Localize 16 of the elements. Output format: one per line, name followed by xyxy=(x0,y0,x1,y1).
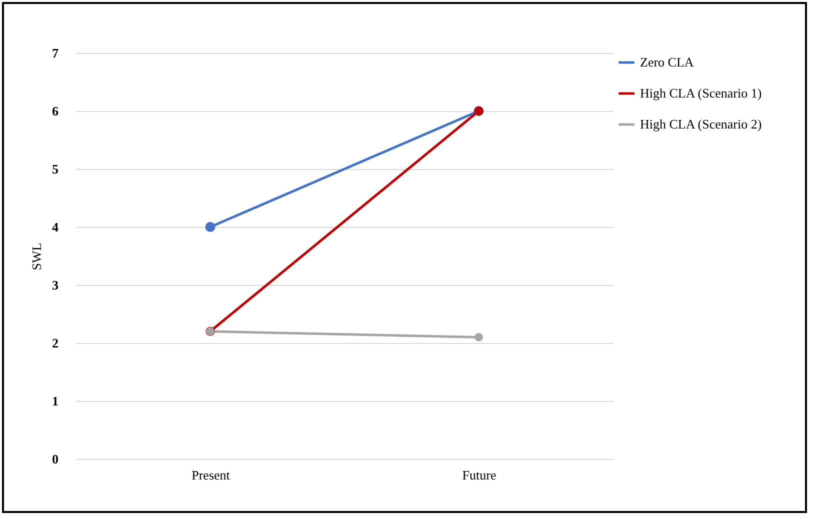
point xyxy=(474,333,483,342)
y-tick-label: 3 xyxy=(52,278,59,292)
y-tick-label: 4 xyxy=(52,220,59,234)
x-tick-label: Present xyxy=(192,468,230,482)
y-tick-label: 5 xyxy=(52,162,59,176)
y-tick-label: 6 xyxy=(52,104,59,118)
y-tick-label: 7 xyxy=(52,46,59,60)
y-tick-label: 2 xyxy=(52,336,58,350)
legend-label: High CLA (Scenario 2) xyxy=(640,116,762,132)
y-tick-label: 1 xyxy=(52,394,58,408)
x-tick-label: Future xyxy=(462,468,496,482)
legend-label: High CLA (Scenario 1) xyxy=(640,86,762,100)
legend-label: Zero CLA xyxy=(640,54,694,70)
y-tick-label: 0 xyxy=(52,452,58,466)
point xyxy=(205,222,216,232)
y-axis-title: SWL xyxy=(29,242,44,270)
